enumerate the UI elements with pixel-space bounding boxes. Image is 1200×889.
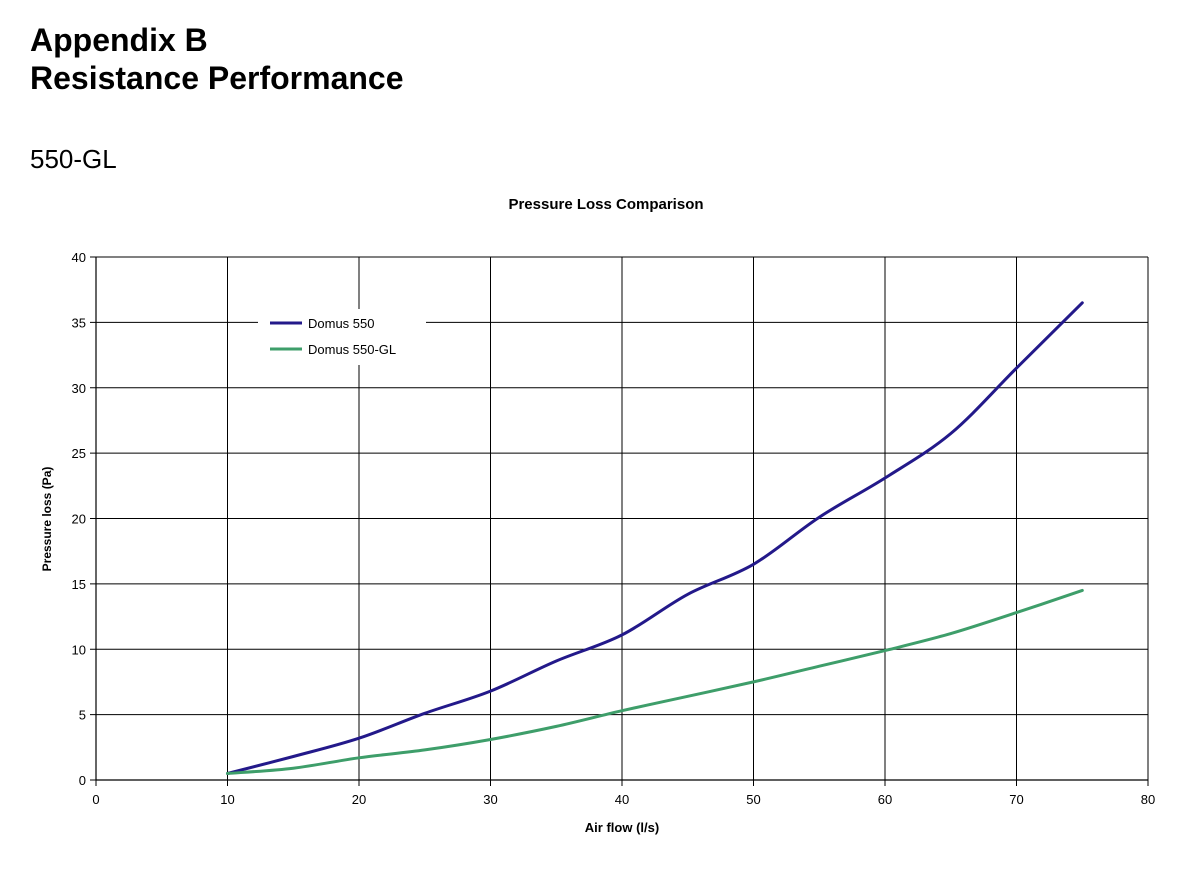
series-line-2 [226,588,1084,775]
appendix-title: Appendix B [30,22,208,58]
y-tick-label: 35 [72,315,86,330]
y-tick-label: 5 [79,708,86,723]
y-tick-label: 10 [72,642,86,657]
chart-title: Pressure Loss Comparison [508,196,703,213]
model-heading: 550-GL [30,144,117,174]
chart-axes: 0 5 10 15 20 25 30 35 40 0 10 20 30 40 50 60 70 80 [72,250,1156,807]
y-tick-label: 25 [72,446,86,461]
x-axis-label: Air flow (l/s) [585,820,659,835]
chart-grid [96,256,1149,780]
x-tick-label: 10 [220,792,234,807]
y-tick-label: 0 [79,773,86,788]
y-axis-label: Pressure loss (Pa) [40,467,54,572]
x-tick-label: 40 [615,792,629,807]
y-tick-label: 15 [72,577,86,592]
legend-box [258,309,426,365]
legend-entry: Domus 550 [308,316,374,331]
y-tick-label: 40 [72,250,86,265]
x-tick-label: 50 [746,792,760,807]
legend-entry: Domus 550-GL [308,342,396,357]
x-tick-label: 60 [878,792,892,807]
y-tick-label: 20 [72,512,86,527]
x-tick-label: 0 [92,792,99,807]
pressure-loss-chart: Pressure Loss Comparison 0 5 10 15 20 25 30 35 4… [40,196,1156,835]
x-tick-label: 30 [483,792,497,807]
series-line-1 [226,301,1084,775]
x-tick-label: 20 [352,792,366,807]
series-layer [226,301,1084,775]
chart-legend: Domus 550 Domus 550-GL [258,309,426,365]
y-tick-label: 30 [72,381,86,396]
x-tick-label: 80 [1141,792,1155,807]
x-tick-label: 70 [1009,792,1023,807]
section-title: Resistance Performance [30,60,404,96]
